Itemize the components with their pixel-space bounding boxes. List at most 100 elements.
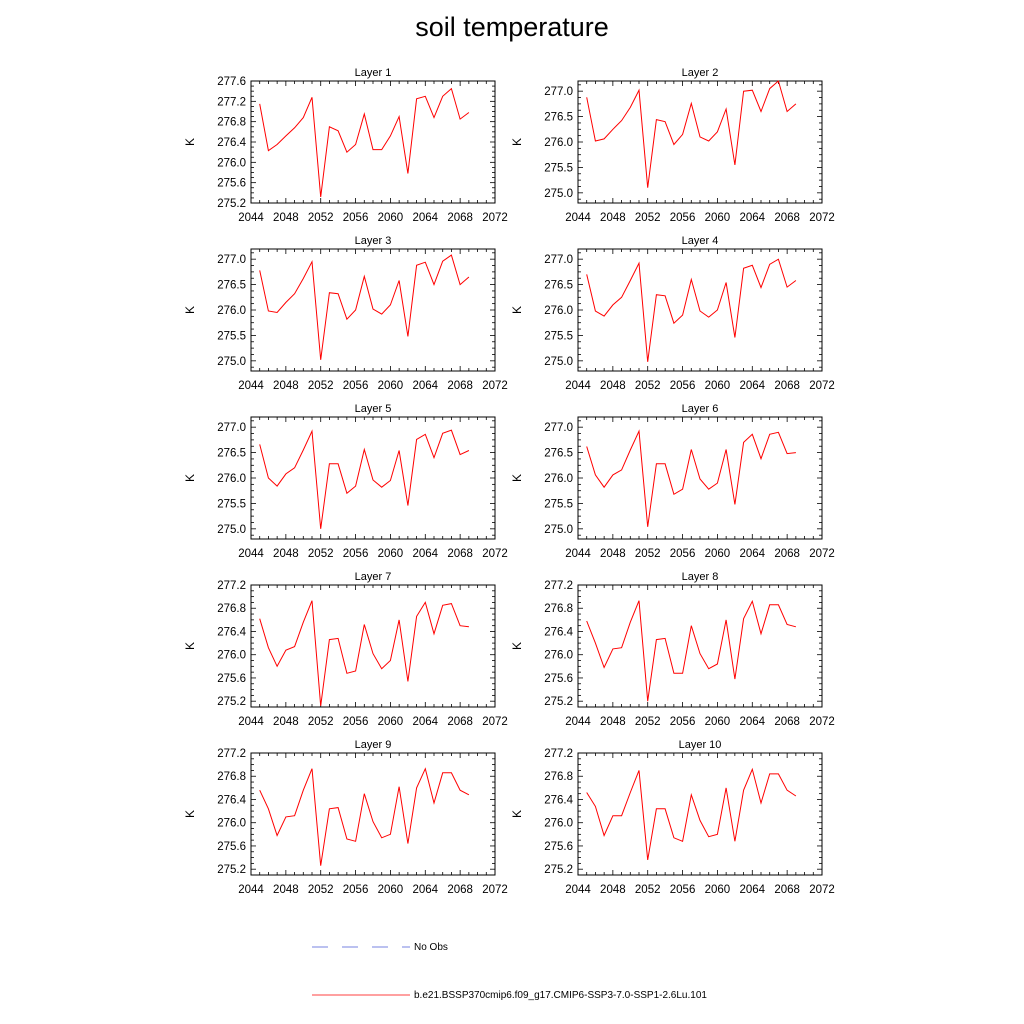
chart-panel-2: Layer 2 2044 2048 2052 2056 2060 2064 2068 2072 2… (510, 67, 835, 224)
x-tick-label: 2064 (739, 548, 765, 560)
x-tick-label: 2048 (273, 380, 299, 392)
x-tick-label: 2068 (774, 380, 800, 392)
y-tick-label: 276.4 (217, 626, 246, 638)
x-tick-label: 2072 (482, 884, 508, 896)
x-tick-label: 2044 (565, 716, 591, 728)
x-tick-label: 2044 (238, 380, 264, 392)
y-tick-label: 275.5 (544, 498, 573, 510)
y-tick-label: 277.6 (217, 76, 246, 88)
y-tick-label: 276.0 (544, 305, 573, 317)
y-tick-label: 275.0 (217, 356, 246, 368)
x-tick-label: 2068 (774, 212, 800, 224)
chart-panel-7: Layer 7 2044 2048 2052 2056 2060 2064 2068 2072 2… (183, 571, 508, 728)
plot-frame (577, 584, 823, 708)
legend-model-label: b.e21.BSSP370cmip6.f09_g17.CMIP6-SSP3-7.… (414, 990, 707, 1001)
x-tick-label: 2060 (705, 884, 731, 896)
x-tick-label: 2056 (343, 380, 369, 392)
x-tick-label: 2064 (739, 884, 765, 896)
series-line (259, 254, 470, 360)
panel-title: Layer 5 (355, 403, 392, 415)
chart-panel-6: Layer 6 2044 2048 2052 2056 2060 2064 2068 2072 2… (510, 403, 835, 560)
x-tick-label: 2060 (378, 548, 404, 560)
x-tick-label: 2048 (600, 716, 626, 728)
x-tick-label: 2048 (273, 548, 299, 560)
chart-panel-10: Layer 10 2044 2048 2052 2056 2060 2064 2068 2072… (510, 739, 835, 896)
y-tick-label: 275.6 (217, 841, 246, 853)
y-tick-label: 275.2 (217, 696, 246, 708)
x-tick-label: 2060 (378, 884, 404, 896)
y-tick-label: 275.6 (544, 673, 573, 685)
plot-frame (250, 752, 496, 876)
y-tick-label: 275.0 (544, 524, 573, 536)
x-tick-label: 2044 (565, 884, 591, 896)
x-tick-label: 2044 (238, 884, 264, 896)
y-tick-label: 276.0 (217, 473, 246, 485)
y-tick-label: 275.6 (217, 178, 246, 190)
x-tick-label: 2044 (565, 212, 591, 224)
x-tick-label: 2060 (705, 716, 731, 728)
x-tick-label: 2068 (447, 884, 473, 896)
y-tick-label: 275.5 (217, 330, 246, 342)
plot-frame (250, 416, 496, 540)
x-tick-label: 2044 (565, 380, 591, 392)
x-tick-label: 2044 (238, 716, 264, 728)
x-tick-label: 2064 (412, 212, 438, 224)
y-axis-label: K (183, 306, 197, 314)
x-tick-label: 2072 (809, 380, 835, 392)
y-axis-label: K (183, 810, 197, 818)
y-tick-label: 275.5 (544, 162, 573, 174)
legend-line-swatch (312, 994, 410, 996)
x-tick-label: 2068 (447, 548, 473, 560)
y-tick-label: 277.2 (544, 580, 573, 592)
x-tick-label: 2052 (308, 212, 334, 224)
x-tick-label: 2060 (705, 212, 731, 224)
series-line (259, 600, 469, 706)
x-tick-label: 2068 (774, 716, 800, 728)
panel-title: Layer 6 (682, 403, 719, 415)
series-line (586, 599, 797, 702)
x-tick-label: 2048 (273, 212, 299, 224)
x-tick-label: 2068 (447, 212, 473, 224)
y-axis-label: K (183, 138, 197, 146)
y-tick-label: 275.2 (544, 696, 573, 708)
x-tick-label: 2060 (705, 548, 731, 560)
y-tick-label: 276.5 (217, 280, 246, 292)
x-tick-label: 2044 (565, 548, 591, 560)
legend-model: b.e21.BSSP370cmip6.f09_g17.CMIP6-SSP3-7.… (312, 990, 707, 1001)
x-tick-label: 2052 (635, 212, 661, 224)
y-tick-label: 276.4 (217, 137, 246, 149)
panel-title: Layer 4 (682, 235, 719, 247)
y-axis-label: K (183, 474, 197, 482)
y-tick-label: 277.0 (217, 254, 246, 266)
x-tick-label: 2048 (600, 380, 626, 392)
x-tick-label: 2048 (600, 884, 626, 896)
x-tick-label: 2056 (670, 212, 696, 224)
x-tick-label: 2060 (378, 212, 404, 224)
x-tick-label: 2048 (600, 212, 626, 224)
plot-frame (577, 752, 823, 876)
panel-title: Layer 1 (355, 67, 392, 79)
y-tick-label: 276.8 (217, 771, 246, 783)
chart-panel-8: Layer 8 2044 2048 2052 2056 2060 2064 2068 2072 2… (510, 571, 835, 728)
series-line (259, 767, 470, 866)
y-axis-label: K (510, 810, 524, 818)
figure-title: soil temperature (415, 12, 609, 42)
x-tick-label: 2072 (482, 716, 508, 728)
y-tick-label: 277.0 (544, 86, 573, 98)
x-tick-label: 2064 (739, 380, 765, 392)
panel-title: Layer 9 (355, 739, 392, 751)
x-tick-label: 2068 (447, 380, 473, 392)
y-tick-label: 277.2 (217, 580, 246, 592)
y-tick-label: 275.2 (217, 864, 246, 876)
x-tick-label: 2052 (308, 548, 334, 560)
x-tick-label: 2048 (600, 548, 626, 560)
y-tick-label: 275.5 (217, 498, 246, 510)
x-tick-label: 2052 (308, 380, 334, 392)
y-tick-label: 275.0 (217, 524, 246, 536)
x-tick-label: 2056 (343, 884, 369, 896)
x-tick-label: 2068 (774, 548, 800, 560)
y-tick-label: 276.0 (544, 137, 573, 149)
y-tick-label: 276.0 (544, 473, 573, 485)
series-line (259, 87, 470, 197)
x-tick-label: 2072 (809, 716, 835, 728)
